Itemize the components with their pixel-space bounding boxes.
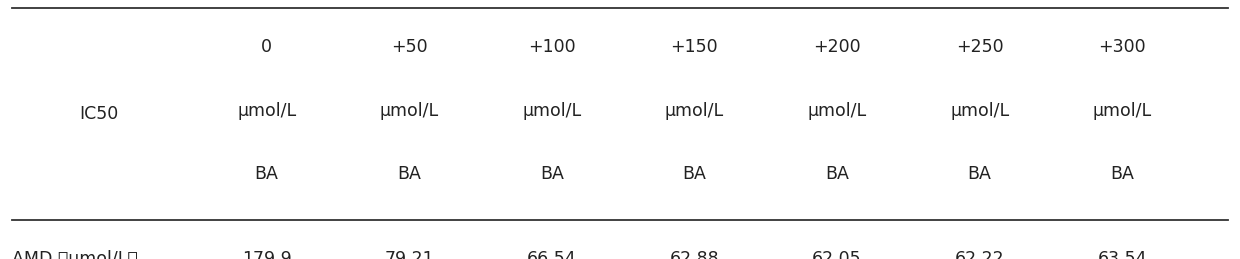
Text: AMD （μmol/L）: AMD （μmol/L） — [12, 250, 138, 259]
Text: IC50: IC50 — [79, 105, 119, 123]
Text: +100: +100 — [528, 38, 575, 56]
Text: BA: BA — [254, 164, 279, 183]
Text: BA: BA — [825, 164, 849, 183]
Text: BA: BA — [397, 164, 422, 183]
Text: μmol/L: μmol/L — [950, 102, 1009, 120]
Text: 0: 0 — [262, 38, 272, 56]
Text: +250: +250 — [956, 38, 1003, 56]
Text: 62.22: 62.22 — [955, 250, 1004, 259]
Text: 62.05: 62.05 — [812, 250, 862, 259]
Text: BA: BA — [1110, 164, 1135, 183]
Text: BA: BA — [967, 164, 992, 183]
Text: μmol/L: μmol/L — [665, 102, 724, 120]
Text: 79.21: 79.21 — [384, 250, 434, 259]
Text: BA: BA — [682, 164, 707, 183]
Text: μmol/L: μmol/L — [1092, 102, 1152, 120]
Text: 63.54: 63.54 — [1097, 250, 1147, 259]
Text: 66.54: 66.54 — [527, 250, 577, 259]
Text: 179.9: 179.9 — [242, 250, 291, 259]
Text: μmol/L: μmol/L — [379, 102, 439, 120]
Text: μmol/L: μmol/L — [807, 102, 867, 120]
Text: +150: +150 — [671, 38, 718, 56]
Text: μmol/L: μmol/L — [522, 102, 582, 120]
Text: +200: +200 — [813, 38, 861, 56]
Text: 62.88: 62.88 — [670, 250, 719, 259]
Text: +50: +50 — [391, 38, 428, 56]
Text: μmol/L: μmol/L — [237, 102, 296, 120]
Text: BA: BA — [539, 164, 564, 183]
Text: +300: +300 — [1099, 38, 1146, 56]
